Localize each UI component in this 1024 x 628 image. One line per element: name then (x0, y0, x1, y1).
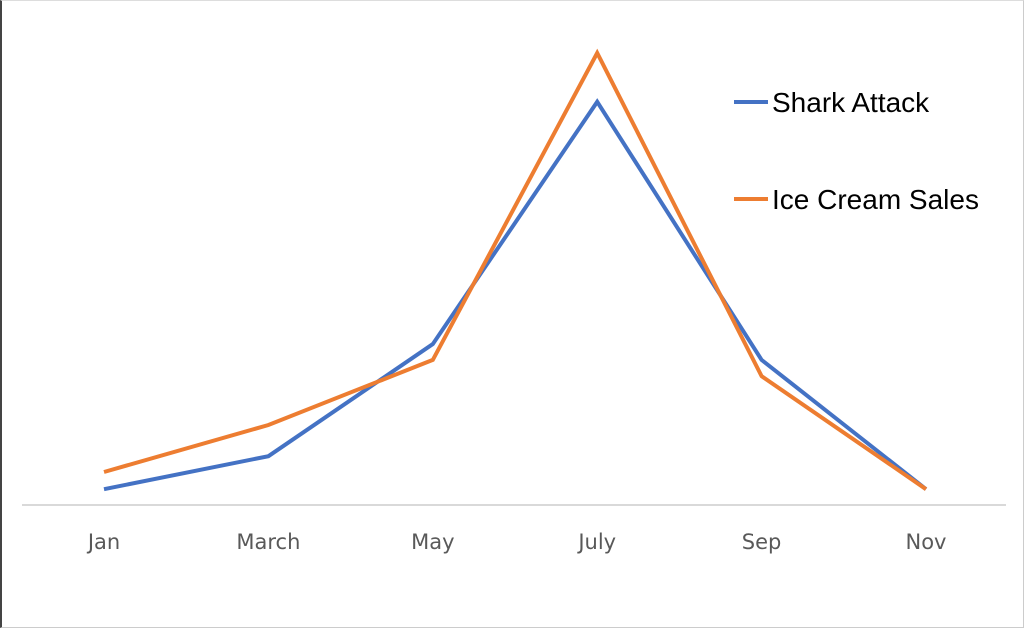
x-tick-label: July (576, 530, 616, 554)
legend-label: Ice Cream Sales (772, 184, 979, 215)
legend-item: Ice Cream Sales (734, 184, 979, 215)
series-line-shark-attack (103, 98, 928, 492)
x-tick-label: Jan (86, 530, 120, 554)
series-line-ice-cream-sales (103, 48, 928, 491)
x-tick-label: May (411, 530, 454, 554)
x-tick-label: Nov (906, 530, 947, 554)
legend-label: Shark Attack (772, 87, 930, 118)
x-tick-label: Sep (742, 530, 782, 554)
legend-item: Shark Attack (734, 87, 930, 118)
x-tick-label: March (236, 530, 300, 554)
